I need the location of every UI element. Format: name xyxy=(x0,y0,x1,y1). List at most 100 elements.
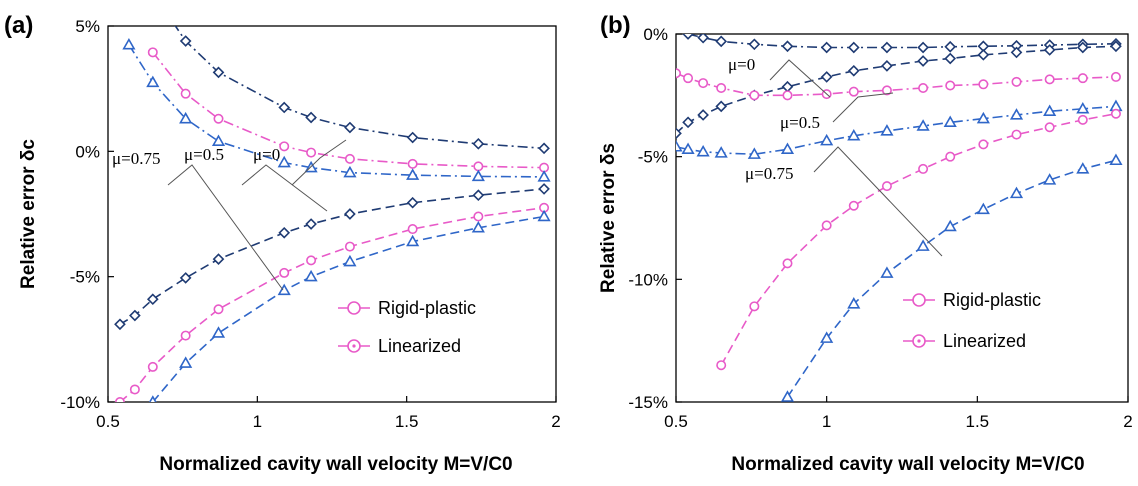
plot-frame xyxy=(675,33,1129,403)
triangle-marker xyxy=(179,111,193,124)
triangle-marker xyxy=(976,111,990,124)
triangle-marker xyxy=(681,142,695,155)
diamond-marker xyxy=(305,111,317,124)
y-tick-label: -5% xyxy=(70,268,100,287)
circle-marker xyxy=(306,255,317,266)
triangle-marker xyxy=(471,220,485,233)
legend-item: Rigid-plastic xyxy=(338,298,476,318)
diamond-marker xyxy=(820,71,833,83)
series-line xyxy=(676,105,1117,156)
triangle-marker xyxy=(747,147,761,159)
diamond-marker xyxy=(881,60,893,72)
annotation-leader xyxy=(832,92,894,123)
legend-marker-dot xyxy=(352,344,356,348)
series-mu-05-lower xyxy=(114,202,550,402)
circle-marker xyxy=(1011,129,1022,140)
triangle-marker xyxy=(696,144,710,157)
diamond-marker xyxy=(1076,41,1089,54)
triangle-marker xyxy=(277,283,291,296)
circle-marker xyxy=(344,153,355,164)
diamond-marker xyxy=(944,52,957,65)
panel-b: (b) 0% -5% -10% -15%0.5 1 1.5 2 Normalized cavit… xyxy=(598,12,1133,475)
x-tick-label: 0.5 xyxy=(664,412,688,431)
circle-marker xyxy=(1077,114,1088,125)
circle-marker xyxy=(279,141,290,152)
circle-marker xyxy=(918,163,929,174)
circle-marker xyxy=(782,258,793,269)
diamond-marker xyxy=(748,38,761,51)
circle-marker xyxy=(945,80,956,91)
y-axis-title: Relative error δs xyxy=(598,143,619,293)
series-mu-0-upper xyxy=(682,34,1122,54)
annotation-leader xyxy=(769,59,831,98)
series-line xyxy=(119,188,545,325)
circle-marker xyxy=(821,220,832,231)
circle-marker xyxy=(279,267,290,278)
triangle-marker xyxy=(179,356,193,368)
circle-marker xyxy=(407,158,418,169)
diamond-marker xyxy=(1010,46,1023,59)
series-mu-0-upper xyxy=(174,26,550,155)
series-mu-075-upper xyxy=(122,37,551,182)
triangle-marker xyxy=(847,129,861,141)
y-tick-label: -10% xyxy=(628,270,668,289)
triangle-marker xyxy=(211,134,226,147)
legend-item: Linearized xyxy=(338,336,461,356)
x-axis-title: Normalized cavity wall velocity M=V/C0 xyxy=(731,454,1084,475)
diamond-marker xyxy=(212,66,225,79)
circle-marker xyxy=(918,82,929,93)
circle-marker xyxy=(147,361,158,372)
triangle-marker xyxy=(146,75,160,88)
series-mu-075-lower xyxy=(780,153,1123,402)
series-mu-075-upper xyxy=(676,99,1123,159)
triangle-marker xyxy=(1043,173,1057,185)
triangle-marker xyxy=(277,155,291,168)
panel-a: (a) 5% 0% -5% -10%0.5 1 1.5 2 Normalized cavity … xyxy=(4,12,561,475)
y-tick-label: 0% xyxy=(643,25,668,44)
triangle-marker xyxy=(122,37,136,50)
triangle-marker xyxy=(406,234,420,247)
x-tick-label: 1.5 xyxy=(966,412,990,431)
circle-marker xyxy=(180,88,191,99)
circle-marker xyxy=(180,330,191,341)
diamond-marker xyxy=(847,64,860,77)
circle-marker xyxy=(344,241,355,252)
annotation-leader xyxy=(813,146,943,257)
diamond-marker xyxy=(344,208,356,220)
y-tick-label: -5% xyxy=(638,148,668,167)
y-tick-label: 5% xyxy=(75,17,100,36)
series-line xyxy=(687,34,1116,49)
diamond-marker xyxy=(697,34,709,44)
series-line xyxy=(786,159,1117,398)
diamond-marker xyxy=(1110,40,1122,53)
diamond-marker xyxy=(881,41,893,54)
diamond-marker xyxy=(676,127,682,140)
x-axis-title: Normalized cavity wall velocity M=V/C0 xyxy=(159,454,512,475)
triangle-marker xyxy=(1076,162,1090,174)
triangle-marker xyxy=(780,390,795,402)
triangle-marker xyxy=(343,165,357,178)
diamond-marker xyxy=(179,272,192,284)
plot-frame xyxy=(107,25,557,403)
circle-marker xyxy=(978,139,989,150)
plot-area xyxy=(676,34,1123,402)
circle-marker xyxy=(1044,122,1055,133)
diamond-marker xyxy=(682,34,694,40)
series-line xyxy=(152,51,545,169)
legend-item: Linearized xyxy=(903,331,1026,351)
series-mu-075-lower xyxy=(148,209,551,402)
circle-marker xyxy=(1011,76,1022,87)
panel-label: (b) xyxy=(600,12,631,39)
series-mu-0-lower xyxy=(114,183,550,331)
x-tick-label: 1 xyxy=(822,412,831,431)
triangle-marker xyxy=(714,146,728,158)
triangle-marker xyxy=(916,119,930,131)
diamond-marker xyxy=(697,109,709,121)
plot-area xyxy=(114,26,551,402)
diamond-marker xyxy=(715,100,728,113)
y-axis-title: Relative error δc xyxy=(18,139,39,289)
triangle-marker xyxy=(1043,104,1057,116)
diamond-marker xyxy=(114,318,126,331)
diamond-marker xyxy=(715,35,728,48)
